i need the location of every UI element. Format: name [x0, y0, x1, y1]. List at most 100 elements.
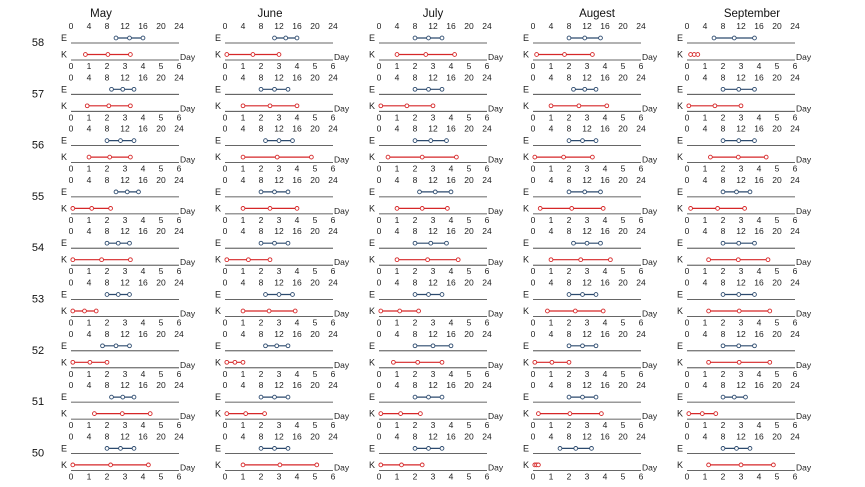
row-label-k: K — [61, 306, 67, 316]
k-axis-tick-label: 3 — [123, 112, 128, 122]
e-axis-tick-label: 16 — [600, 175, 610, 185]
e-axis-tick-label: 12 — [120, 278, 130, 288]
k-axis-day-label: Day — [796, 360, 812, 370]
k-axis-tick-label: 3 — [739, 215, 744, 225]
e-axis-tick-label: 0 — [685, 72, 690, 82]
e-axis-tick-label: 8 — [259, 72, 264, 82]
k-range-mid-point — [87, 359, 93, 365]
e-axis-tick-label: 8 — [721, 72, 726, 82]
row-label-k: K — [369, 460, 375, 470]
k-axis-tick-label: 3 — [431, 112, 436, 122]
e-range-start-point — [263, 292, 268, 297]
e-axis-tick-label: 4 — [241, 431, 246, 441]
k-axis-day-label: Day — [642, 462, 658, 472]
e-axis-tick-label: 16 — [292, 124, 302, 134]
e-axis-tick-label: 16 — [446, 226, 456, 236]
k-range-end-point — [309, 154, 314, 160]
e-axis-tick-label: 0 — [223, 380, 228, 390]
e-axis-tick-label: 0 — [223, 175, 228, 185]
k-axis-tick-label: 1 — [87, 112, 92, 122]
e-range-end-point — [743, 394, 748, 400]
k-axis-tick-label: 0 — [223, 369, 228, 379]
e-axis-tick-label: 4 — [395, 278, 400, 288]
e-axis-tick-label: 0 — [377, 21, 382, 31]
e-range-end-point — [747, 446, 753, 451]
e-axis-tick-label: 8 — [105, 21, 110, 31]
row-label-e: E — [369, 392, 375, 402]
e-range-end-point — [127, 343, 132, 349]
e-axis-tick-label: 0 — [223, 21, 228, 31]
e-axis-tick-label: 12 — [736, 72, 746, 82]
k-range-mid-point — [562, 52, 567, 57]
e-axis-tick-label: 12 — [736, 21, 746, 31]
e-axis-tick-label: 16 — [138, 380, 148, 390]
e-axis-tick-label: 4 — [703, 72, 708, 82]
k-axis-tick-label: 1 — [549, 61, 554, 71]
e-axis-tick-label: 20 — [310, 278, 320, 288]
k-axis-day-label: Day — [488, 155, 504, 165]
e-axis-tick-label: 24 — [328, 431, 338, 441]
e-axis-tick-label: 8 — [413, 380, 418, 390]
e-axis-tick-label: 12 — [428, 124, 438, 134]
k-axis-tick-label: 4 — [603, 164, 608, 174]
e-range-end-point — [131, 138, 137, 143]
k-range-start-point — [83, 52, 88, 57]
row-label-e: E — [677, 443, 683, 453]
e-axis-tick-label: 20 — [772, 278, 782, 288]
k-range-mid-point — [735, 154, 741, 160]
k-range-end-point — [439, 359, 445, 365]
e-axis-tick-label: 16 — [292, 175, 302, 185]
k-axis-tick-label: 4 — [141, 266, 146, 276]
row-label-e: E — [215, 290, 221, 300]
k-range-start-point — [240, 103, 246, 109]
k-axis-tick-label: 4 — [295, 215, 300, 225]
k-axis-tick-label: 4 — [603, 471, 608, 481]
e-axis-tick-label: 20 — [156, 329, 166, 339]
k-axis-tick-label: 6 — [793, 369, 798, 379]
e-range-mid-point — [580, 292, 585, 297]
e-axis-tick-label: 16 — [600, 380, 610, 390]
e-axis-tick-label: 24 — [328, 278, 338, 288]
k-axis-tick-label: 4 — [295, 471, 300, 481]
e-axis-tick-label: 20 — [618, 329, 628, 339]
k-axis-tick-label: 3 — [431, 61, 436, 71]
k-axis-day-label: Day — [180, 206, 196, 216]
k-axis-tick-label: 5 — [313, 420, 318, 430]
k-axis-day-label: Day — [334, 257, 350, 267]
e-range-start-point — [566, 292, 572, 297]
k-axis-tick-label: 0 — [223, 164, 228, 174]
k-axis-tick-label: 2 — [721, 369, 726, 379]
e-axis-tick-label: 12 — [428, 431, 438, 441]
e-axis-tick-label: 8 — [259, 226, 264, 236]
k-axis-day-label: Day — [180, 309, 196, 319]
k-range-mid-point — [423, 52, 429, 57]
e-axis-tick-label: 16 — [600, 329, 610, 339]
e-range-start-point — [412, 86, 418, 92]
e-axis-tick-label: 24 — [482, 124, 492, 134]
k-range-start-point — [534, 52, 539, 57]
e-range-start-point — [566, 394, 572, 400]
e-axis-tick-label: 24 — [174, 431, 184, 441]
e-range-mid-point — [584, 240, 590, 246]
k-axis-tick-label: 2 — [567, 266, 572, 276]
k-axis-tick-label: 4 — [757, 112, 762, 122]
e-range-mid-point — [118, 446, 123, 451]
k-axis-tick-label: 4 — [449, 164, 454, 174]
k-range-start-point — [378, 462, 384, 468]
e-axis-tick-label: 20 — [772, 329, 782, 339]
k-axis-tick-label: 4 — [141, 369, 146, 379]
k-axis-tick-label: 4 — [295, 164, 300, 174]
k-range-start-point — [394, 52, 400, 57]
e-range-mid-point — [736, 240, 742, 246]
e-axis-tick-label: 24 — [790, 124, 800, 134]
k-axis-tick-label: 3 — [739, 420, 744, 430]
k-range-start-point — [394, 257, 400, 263]
k-axis-tick-label: 5 — [467, 420, 472, 430]
k-axis-tick-label: 1 — [703, 215, 708, 225]
k-axis-tick-label: 0 — [685, 420, 690, 430]
k-range-start-point — [224, 52, 230, 57]
row-label-k: K — [523, 357, 529, 367]
week-label: 58 — [32, 37, 44, 49]
e-axis-tick-label: 24 — [174, 21, 184, 31]
